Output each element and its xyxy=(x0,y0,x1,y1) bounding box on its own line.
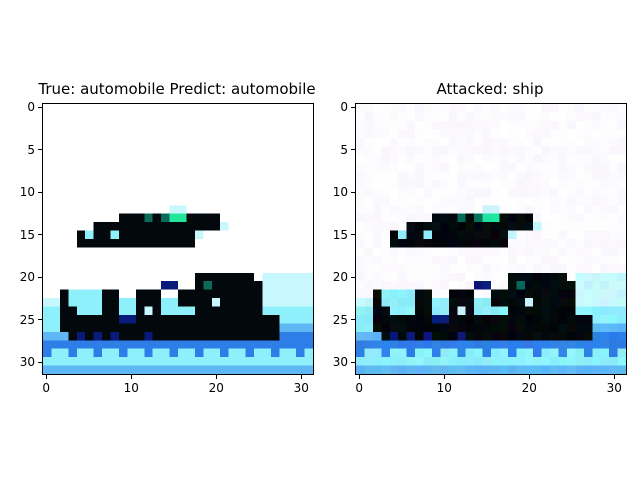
y-tick-mark xyxy=(38,149,42,151)
y-tick-mark xyxy=(38,276,42,278)
x-tick-label: 30 xyxy=(606,381,622,395)
x-tick-mark xyxy=(443,375,445,379)
y-tick-mark xyxy=(351,361,355,363)
y-tick-mark xyxy=(351,191,355,193)
y-tick-label: 25 xyxy=(332,312,348,327)
y-tick-mark xyxy=(38,319,42,321)
y-tick-label: 0 xyxy=(27,100,35,115)
y-tick-mark xyxy=(351,276,355,278)
x-tick-mark xyxy=(613,375,615,379)
y-tick-label: 20 xyxy=(19,270,35,285)
y-tick-label: 30 xyxy=(19,355,35,370)
right-panel-title: Attacked: ship xyxy=(436,80,544,98)
x-tick-label: 20 xyxy=(208,381,224,395)
y-tick-mark xyxy=(38,191,42,193)
x-tick-mark xyxy=(528,375,530,379)
x-tick-label: 10 xyxy=(436,381,452,395)
left-panel-title: True: automobile Predict: automobile xyxy=(38,80,316,98)
x-tick-mark xyxy=(130,375,132,379)
y-tick-label: 5 xyxy=(27,142,35,157)
y-tick-label: 15 xyxy=(19,227,35,242)
x-tick-mark xyxy=(300,375,302,379)
x-tick-label: 20 xyxy=(521,381,537,395)
original-image xyxy=(43,104,313,374)
y-tick-label: 25 xyxy=(19,312,35,327)
y-tick-label: 20 xyxy=(332,270,348,285)
y-tick-label: 10 xyxy=(332,185,348,200)
y-tick-mark xyxy=(351,106,355,108)
y-tick-mark xyxy=(351,149,355,151)
attacked-image xyxy=(356,104,626,374)
x-tick-mark xyxy=(358,375,360,379)
right-image-axes xyxy=(355,103,627,375)
y-tick-mark xyxy=(351,319,355,321)
y-tick-label: 15 xyxy=(332,227,348,242)
y-tick-label: 5 xyxy=(340,142,348,157)
y-tick-mark xyxy=(38,106,42,108)
y-tick-label: 0 xyxy=(340,100,348,115)
x-tick-mark xyxy=(45,375,47,379)
x-tick-label: 10 xyxy=(123,381,139,395)
y-tick-mark xyxy=(38,361,42,363)
y-tick-mark xyxy=(351,234,355,236)
x-tick-mark xyxy=(215,375,217,379)
x-tick-label: 30 xyxy=(293,381,309,395)
x-tick-label: 0 xyxy=(355,381,364,395)
x-tick-label: 0 xyxy=(42,381,51,395)
y-tick-label: 30 xyxy=(332,355,348,370)
left-image-axes xyxy=(42,103,314,375)
y-tick-mark xyxy=(38,234,42,236)
y-tick-label: 10 xyxy=(19,185,35,200)
